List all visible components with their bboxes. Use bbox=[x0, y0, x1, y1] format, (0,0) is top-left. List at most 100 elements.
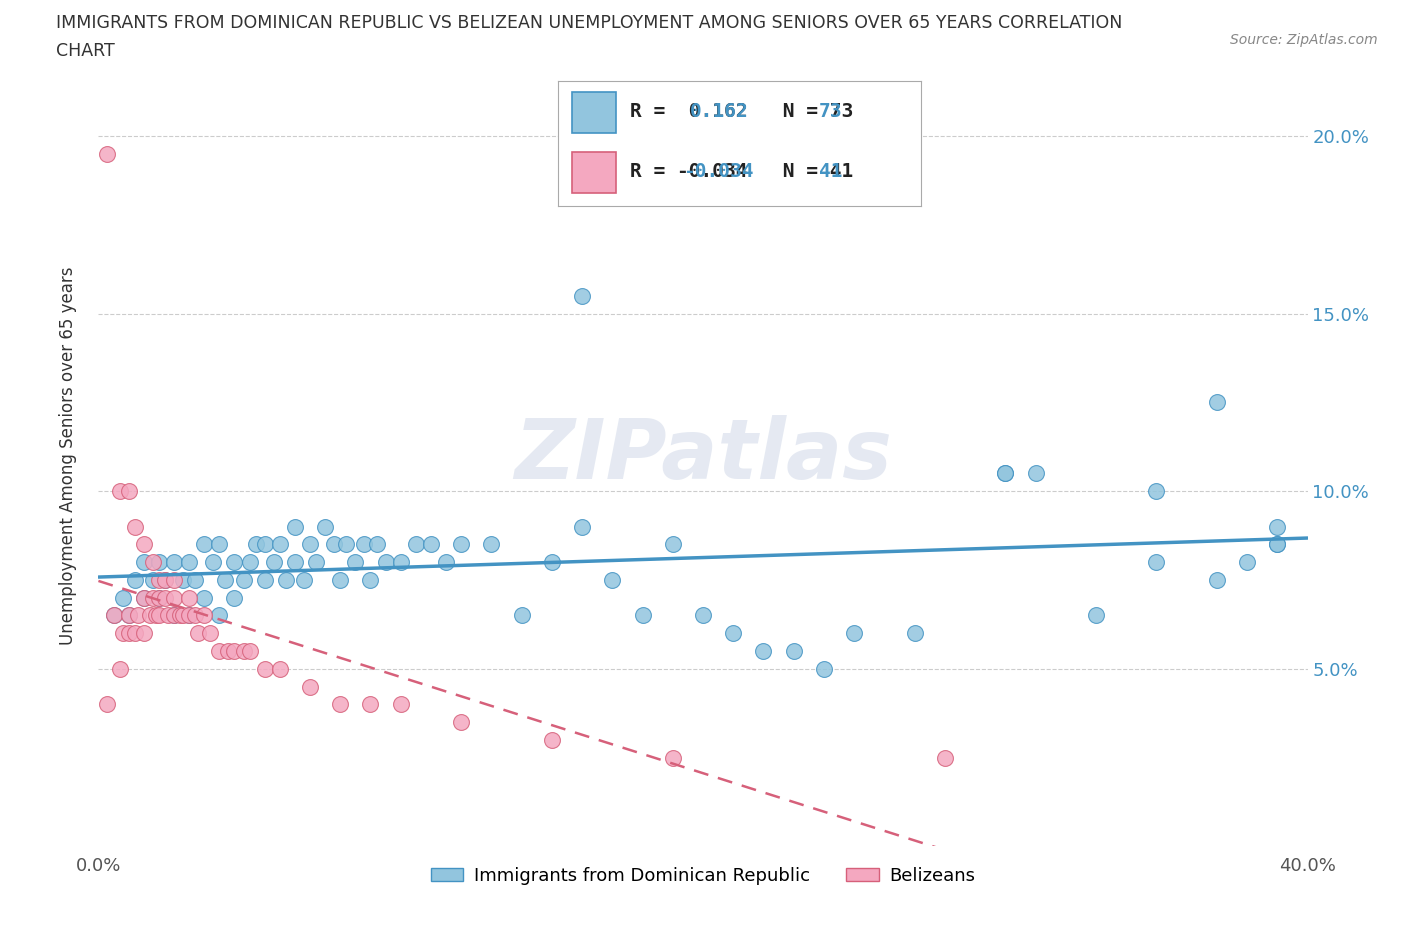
Point bbox=[239, 555, 262, 570]
Point bbox=[360, 697, 382, 711]
Point bbox=[163, 573, 186, 588]
Point bbox=[994, 466, 1017, 481]
Point bbox=[132, 626, 155, 641]
Point bbox=[661, 751, 683, 765]
Legend: Immigrants from Dominican Republic, Belizeans: Immigrants from Dominican Republic, Beli… bbox=[423, 859, 983, 892]
Point bbox=[202, 555, 225, 570]
Point bbox=[118, 608, 141, 623]
Point bbox=[118, 626, 141, 641]
Point bbox=[187, 626, 209, 641]
Point bbox=[450, 537, 472, 551]
Point bbox=[314, 519, 336, 534]
Point bbox=[184, 573, 207, 588]
Point bbox=[124, 519, 146, 534]
Point bbox=[142, 573, 165, 588]
Point bbox=[389, 697, 412, 711]
Point bbox=[232, 644, 254, 658]
Point bbox=[783, 644, 806, 658]
Point bbox=[1267, 519, 1289, 534]
Point bbox=[1144, 484, 1167, 498]
Point bbox=[571, 519, 593, 534]
Point bbox=[389, 555, 412, 570]
Point bbox=[602, 573, 624, 588]
Point bbox=[214, 573, 236, 588]
Point bbox=[329, 697, 352, 711]
Point bbox=[269, 661, 291, 676]
Point bbox=[263, 555, 285, 570]
Point bbox=[994, 466, 1017, 481]
Point bbox=[335, 537, 357, 551]
Point bbox=[132, 555, 155, 570]
Point bbox=[1144, 555, 1167, 570]
Point bbox=[148, 573, 170, 588]
Point bbox=[132, 537, 155, 551]
Point bbox=[405, 537, 427, 551]
Point bbox=[274, 573, 297, 588]
Point bbox=[374, 555, 396, 570]
Point bbox=[481, 537, 503, 551]
Point bbox=[127, 608, 149, 623]
Point bbox=[153, 573, 176, 588]
Point bbox=[142, 555, 165, 570]
Point bbox=[510, 608, 533, 623]
Point bbox=[224, 644, 246, 658]
Point bbox=[200, 626, 222, 641]
Point bbox=[139, 608, 162, 623]
Point bbox=[96, 697, 118, 711]
Point bbox=[124, 626, 146, 641]
Point bbox=[366, 537, 388, 551]
Point bbox=[163, 555, 186, 570]
Point bbox=[208, 608, 231, 623]
Point bbox=[305, 555, 328, 570]
Point bbox=[103, 608, 125, 623]
Point bbox=[148, 591, 170, 605]
Point bbox=[232, 573, 254, 588]
Point bbox=[245, 537, 267, 551]
Point bbox=[360, 573, 382, 588]
Point bbox=[153, 573, 176, 588]
Point bbox=[1206, 573, 1229, 588]
Point bbox=[1024, 466, 1046, 481]
Point bbox=[96, 146, 118, 161]
Point bbox=[118, 484, 141, 498]
Point bbox=[172, 573, 194, 588]
Point bbox=[224, 591, 246, 605]
Point bbox=[253, 661, 276, 676]
Point bbox=[1206, 395, 1229, 410]
Point bbox=[813, 661, 835, 676]
Point bbox=[540, 555, 562, 570]
Point bbox=[148, 555, 170, 570]
Point bbox=[224, 555, 246, 570]
Point bbox=[934, 751, 956, 765]
Point bbox=[148, 608, 170, 623]
Point bbox=[132, 591, 155, 605]
Text: ZIPatlas: ZIPatlas bbox=[515, 415, 891, 497]
Point bbox=[179, 608, 201, 623]
Point bbox=[1267, 537, 1289, 551]
Text: CHART: CHART bbox=[56, 42, 115, 60]
Point bbox=[284, 519, 307, 534]
Point bbox=[179, 608, 201, 623]
Point bbox=[193, 608, 215, 623]
Text: Source: ZipAtlas.com: Source: ZipAtlas.com bbox=[1230, 33, 1378, 46]
Point bbox=[253, 537, 276, 551]
Point bbox=[434, 555, 457, 570]
Point bbox=[631, 608, 654, 623]
Point bbox=[153, 591, 176, 605]
Point bbox=[661, 537, 683, 551]
Text: IMMIGRANTS FROM DOMINICAN REPUBLIC VS BELIZEAN UNEMPLOYMENT AMONG SENIORS OVER 6: IMMIGRANTS FROM DOMINICAN REPUBLIC VS BE… bbox=[56, 14, 1122, 32]
Point bbox=[108, 661, 131, 676]
Point bbox=[752, 644, 775, 658]
Point bbox=[299, 679, 322, 694]
Point bbox=[692, 608, 714, 623]
Point bbox=[118, 608, 141, 623]
Point bbox=[723, 626, 745, 641]
Point bbox=[353, 537, 375, 551]
Point bbox=[145, 608, 167, 623]
Point bbox=[111, 591, 134, 605]
Point bbox=[111, 626, 134, 641]
Point bbox=[156, 608, 179, 623]
Point bbox=[571, 288, 593, 303]
Point bbox=[184, 608, 207, 623]
Point bbox=[253, 573, 276, 588]
